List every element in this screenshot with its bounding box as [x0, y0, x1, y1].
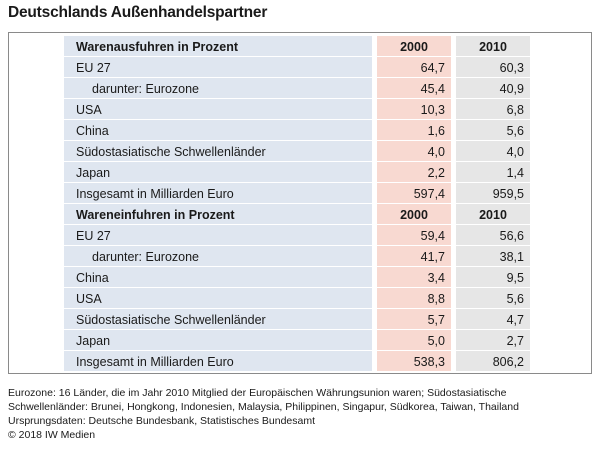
- value-2010: 6,8: [506, 103, 524, 117]
- source-line: Ursprungsdaten: Deutsche Bundesbank, Sta…: [8, 415, 316, 427]
- table-frame: [8, 32, 592, 374]
- value-2000: 64,7: [420, 61, 445, 75]
- row-label: EU 27: [76, 61, 111, 75]
- table-row: Japan 5,0 2,7: [64, 330, 530, 351]
- value-2010: 38,1: [499, 250, 524, 264]
- table-row: Südostasiatische Schwellenländer 4,0 4,0: [64, 141, 530, 162]
- row-label: China: [76, 124, 109, 138]
- row-label: Japan: [76, 334, 111, 348]
- footnote-line-2: Schwellenländer: Brunei, Hongkong, Indon…: [8, 401, 519, 413]
- row-label: Südostasiatische Schwellenländer: [76, 145, 266, 159]
- table-row: USA 8,8 5,6: [64, 288, 530, 309]
- value-2010: 40,9: [499, 82, 524, 96]
- table-row: EU 27 59,4 56,6: [64, 225, 530, 246]
- label-column-background: [64, 36, 372, 372]
- value-2000: 41,7: [420, 250, 445, 264]
- column-2010-background: [456, 36, 530, 372]
- value-2010: 5,6: [506, 124, 524, 138]
- value-2010: 2,7: [506, 334, 524, 348]
- section-header-label: Warenausfuhren in Prozent: [76, 40, 239, 54]
- value-2010: 56,6: [499, 229, 524, 243]
- value-2000: 5,0: [427, 334, 445, 348]
- value-2000: 8,8: [427, 292, 445, 306]
- row-label: Insgesamt in Milliarden Euro: [76, 187, 234, 201]
- column-header-2010: 2010: [479, 208, 507, 222]
- row-label: Japan: [76, 166, 111, 180]
- value-2010: 806,2: [492, 355, 524, 369]
- row-label: darunter: Eurozone: [92, 250, 200, 264]
- table-row: Japan 2,2 1,4: [64, 162, 530, 183]
- table-row: China 3,4 9,5: [64, 267, 530, 288]
- table-row: Insgesamt in Milliarden Euro 597,4 959,5: [64, 183, 530, 204]
- value-2010: 1,4: [506, 166, 524, 180]
- column-2000-background: [377, 36, 451, 372]
- copyright-line: © 2018 IW Medien: [8, 429, 96, 441]
- value-2010: 60,3: [499, 61, 524, 75]
- row-label: China: [76, 271, 109, 285]
- footnote: Eurozone: 16 Länder, die im Jahr 2010 Mi…: [8, 386, 594, 442]
- table-row: EU 27 64,7 60,3: [64, 57, 530, 78]
- column-header-2000: 2000: [400, 40, 428, 54]
- value-2000: 10,3: [420, 103, 445, 117]
- value-2010: 4,0: [506, 145, 524, 159]
- row-label: USA: [76, 292, 102, 306]
- footnote-line-1: Eurozone: 16 Länder, die im Jahr 2010 Mi…: [8, 387, 507, 399]
- value-2000: 3,4: [427, 271, 445, 285]
- value-2000: 597,4: [413, 187, 445, 201]
- value-2010: 9,5: [506, 271, 524, 285]
- row-label: USA: [76, 103, 102, 117]
- section-header-row: Wareneinfuhren in Prozent 2000 2010: [64, 204, 530, 225]
- value-2000: 4,0: [427, 145, 445, 159]
- table-row: China 1,6 5,6: [64, 120, 530, 141]
- table-row: Südostasiatische Schwellenländer 5,7 4,7: [64, 309, 530, 330]
- table-row: darunter: Eurozone 45,4 40,9: [64, 78, 530, 99]
- value-2000: 45,4: [420, 82, 445, 96]
- row-label: Insgesamt in Milliarden Euro: [76, 355, 234, 369]
- table-row: Insgesamt in Milliarden Euro 538,3 806,2: [64, 351, 530, 372]
- value-2010: 4,7: [506, 313, 524, 327]
- value-2000: 538,3: [413, 355, 445, 369]
- row-label: Südostasiatische Schwellenländer: [76, 313, 266, 327]
- value-2000: 2,2: [427, 166, 445, 180]
- value-2000: 59,4: [420, 229, 445, 243]
- chart-title: Deutschlands Außenhandelspartner: [8, 4, 268, 21]
- row-label: darunter: Eurozone: [92, 82, 200, 96]
- value-2010: 959,5: [492, 187, 524, 201]
- table-row: USA 10,3 6,8: [64, 99, 530, 120]
- column-header-2000: 2000: [400, 208, 428, 222]
- value-2010: 5,6: [506, 292, 524, 306]
- row-label: EU 27: [76, 229, 111, 243]
- value-2000: 5,7: [427, 313, 445, 327]
- value-2000: 1,6: [427, 124, 445, 138]
- column-header-2010: 2010: [479, 40, 507, 54]
- section-header-row: Warenausfuhren in Prozent 2000 2010: [64, 36, 530, 57]
- table-row: darunter: Eurozone 41,7 38,1: [64, 246, 530, 267]
- section-header-label: Wareneinfuhren in Prozent: [76, 208, 235, 222]
